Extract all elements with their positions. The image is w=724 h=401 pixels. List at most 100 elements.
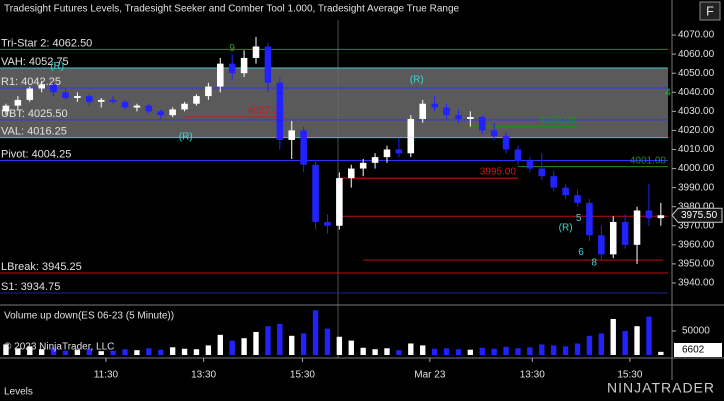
volume-bar — [467, 349, 474, 355]
candle-body — [359, 162, 367, 169]
volume-bar — [3, 344, 9, 355]
volume-bar — [479, 347, 485, 355]
volume-bar — [169, 347, 176, 355]
volume-bar — [384, 348, 390, 355]
volume-bar — [229, 340, 235, 355]
volume-bar — [431, 348, 438, 355]
y-tick-label: 3950.00 — [678, 259, 715, 270]
button-label[interactable]: F — [706, 3, 714, 18]
volume-bar — [515, 348, 521, 355]
volume-bar — [610, 319, 616, 355]
candle-body — [621, 221, 629, 245]
level-label: VAL: 4016.25 — [1, 125, 67, 137]
candle-body — [538, 168, 546, 177]
segment-label: 3995.00 — [480, 167, 517, 178]
volume-bar — [360, 347, 366, 355]
volume-bar — [562, 346, 569, 355]
chart-title: Tradesight Futures Levels, Tradesight Se… — [4, 4, 460, 15]
candle-body — [300, 130, 307, 165]
y-tick-label: 4020.00 — [678, 125, 715, 136]
volume-bar — [38, 349, 45, 355]
level-label: LBreak: 3945.25 — [1, 261, 82, 273]
volume-bar — [336, 336, 343, 355]
candle-body — [633, 210, 641, 245]
y-tick-label: 4050.00 — [678, 68, 715, 79]
segment-label: 4001.00 — [630, 155, 667, 166]
candle-body — [586, 202, 593, 236]
candle-body — [443, 107, 450, 116]
brand-logo: NINJATRADER — [607, 380, 715, 396]
volume-bar — [62, 350, 69, 355]
candle-body — [2, 105, 10, 112]
y-tick-label: 3940.00 — [678, 278, 715, 289]
segment-label: 4027.00 — [248, 106, 285, 117]
volume-bar — [598, 333, 604, 355]
candle-body — [395, 149, 403, 154]
y-tick-label: 4000.00 — [678, 163, 715, 174]
candle-body — [14, 99, 22, 106]
volume-bar — [491, 348, 497, 355]
volume-bar — [50, 347, 57, 355]
copyright: © 2023 NinjaTrader, LLC — [4, 342, 114, 353]
panel-title: Volume up down(ES 06-23 (5 Minute)) — [4, 311, 174, 322]
volume-bar — [122, 349, 128, 355]
candle-body — [97, 99, 105, 102]
candle-body — [550, 176, 557, 188]
candle-body — [62, 92, 69, 98]
candle-body — [121, 101, 129, 108]
volume-bar — [396, 350, 402, 355]
candle-body — [645, 210, 653, 219]
y-tick-label: 50000 — [682, 326, 710, 337]
annotation: (R) — [50, 61, 64, 72]
volume-bar — [312, 310, 319, 355]
volume-bar — [181, 348, 188, 355]
y-tick-label: 4040.00 — [678, 87, 715, 98]
candle-body — [157, 111, 165, 116]
tab-label[interactable]: Levels — [4, 387, 33, 398]
annotation: 6 — [578, 247, 584, 258]
button[interactable] — [699, 1, 721, 21]
level-label: UBT: 4025.50 — [1, 108, 68, 120]
level-label: VAH: 4052.75 — [1, 56, 69, 68]
y-tick-label: 3980.00 — [678, 201, 715, 212]
annotation: 9 — [229, 43, 235, 54]
volume-bar — [443, 348, 450, 355]
candle-body — [288, 130, 296, 140]
candle-body — [455, 115, 462, 119]
annotation: 5 — [576, 213, 582, 224]
volume-bar — [574, 343, 581, 355]
price-tag — [671, 207, 723, 223]
x-tick-label: 13:30 — [520, 370, 545, 381]
volume-bar — [146, 348, 152, 355]
candle-body — [467, 117, 474, 119]
volume-bar — [217, 334, 223, 355]
volume-bar — [634, 326, 640, 355]
volume-bar — [27, 346, 33, 355]
volume-bar — [348, 340, 354, 355]
level-label: R1: 4042.25 — [1, 76, 61, 88]
candle-body — [431, 103, 438, 108]
plot-area: 3940.00 3950.00 3960.00 3970.00 3980.00 3990.… — [0, 30, 723, 381]
volume-bar — [86, 348, 92, 355]
annotation: (R) — [559, 223, 573, 234]
segment-label: 4022.00 — [539, 115, 576, 126]
level-label: Pivot: 4004.25 — [1, 148, 71, 160]
candle-body — [86, 96, 93, 102]
candle-body — [74, 96, 81, 98]
y-tick-label: 4060.00 — [678, 49, 715, 60]
annotation: 4 — [665, 88, 671, 99]
x-tick-label: 15:30 — [290, 370, 315, 381]
candle-body — [407, 118, 415, 154]
volume-bar — [74, 349, 81, 355]
x-tick-label: Mar 23 — [414, 370, 446, 381]
candle-body — [514, 149, 522, 161]
candle-body — [252, 46, 260, 58]
annotation: 8 — [591, 258, 597, 269]
candle-body — [371, 157, 379, 163]
y-tick-label: 3970.00 — [678, 220, 715, 231]
candle-body — [598, 235, 605, 255]
y-tick-label: 4010.00 — [678, 144, 715, 155]
x-tick-label: 13:30 — [191, 370, 216, 381]
volume-bar — [158, 349, 164, 355]
